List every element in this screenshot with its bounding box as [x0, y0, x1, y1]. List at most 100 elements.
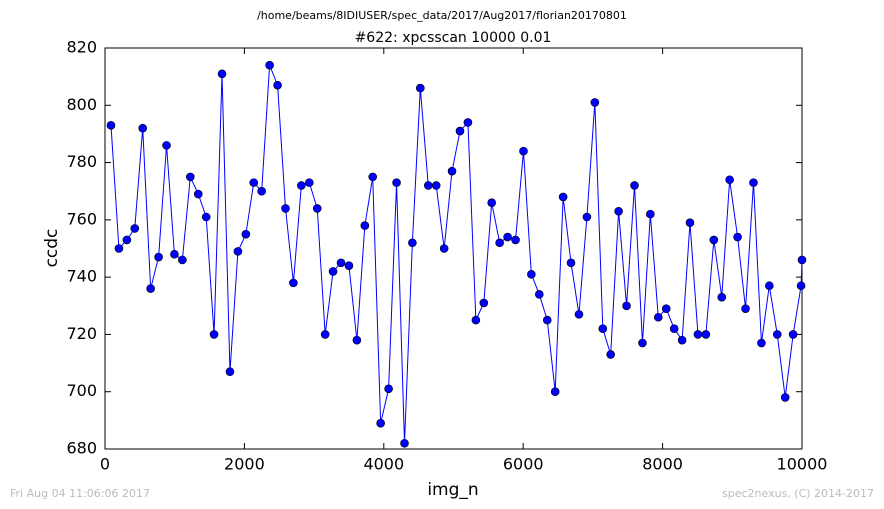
data-point — [772, 330, 782, 339]
data-point — [217, 69, 227, 79]
chart-title: #622: xpcsscan 10000 0.01 — [355, 30, 552, 46]
data-point — [249, 178, 259, 187]
y-tick-label: 720 — [66, 324, 97, 343]
data-point — [574, 310, 584, 319]
data-point — [788, 330, 798, 339]
y-axis-label: ccdc — [42, 229, 62, 268]
data-point — [241, 229, 251, 239]
data-point — [527, 269, 536, 279]
data-point — [193, 189, 203, 199]
data-point — [733, 232, 742, 242]
data-point — [320, 330, 330, 339]
data-point — [463, 118, 473, 127]
x-tick-label: 6000 — [503, 455, 544, 474]
data-point — [630, 181, 639, 190]
data-point — [757, 338, 766, 348]
data-point — [400, 438, 409, 448]
x-axis-label: img_n — [427, 480, 478, 500]
data-point — [146, 284, 155, 293]
data-point — [154, 252, 163, 262]
data-point — [392, 178, 401, 187]
data-point — [201, 212, 211, 222]
data-point — [344, 261, 354, 270]
data-point — [408, 238, 417, 248]
data-point — [233, 247, 243, 256]
data-point — [741, 304, 750, 313]
x-tick-label: 2000 — [224, 455, 265, 474]
data-point — [566, 258, 576, 268]
data-point — [796, 281, 806, 291]
data-point — [797, 255, 807, 265]
data-point — [606, 350, 615, 359]
data-point — [550, 387, 560, 397]
data-point — [495, 238, 504, 248]
data-point — [685, 218, 695, 228]
data-point — [336, 258, 346, 268]
data-point — [186, 172, 195, 182]
data-point — [281, 204, 290, 213]
data-point — [677, 335, 687, 345]
data-point — [312, 204, 322, 213]
data-point — [360, 221, 370, 230]
data-point — [265, 60, 274, 70]
data-point — [519, 146, 528, 156]
x-tick-label: 8000 — [642, 455, 683, 474]
data-point — [431, 181, 441, 190]
data-point — [479, 298, 489, 308]
data-point — [439, 244, 449, 253]
data-point — [106, 121, 116, 130]
x-tick-label: 4000 — [363, 455, 404, 474]
data-point — [542, 315, 552, 325]
data-point — [178, 255, 187, 265]
footer-left: Fri Aug 04 11:06:06 2017 — [10, 487, 150, 500]
y-tick-label: 700 — [66, 381, 97, 400]
data-point — [693, 330, 703, 339]
data-point — [352, 335, 362, 345]
data-point — [614, 206, 623, 216]
data-point — [423, 181, 433, 190]
data-point — [257, 186, 266, 196]
data-point — [653, 312, 663, 322]
data-point — [749, 178, 758, 187]
data-line — [110, 65, 803, 444]
plot-frame — [104, 47, 803, 450]
data-point — [661, 304, 671, 313]
data-point — [471, 315, 481, 325]
data-point — [225, 367, 235, 376]
chart-suptitle: /home/beams/8IDIUSER/spec_data/2017/Aug2… — [257, 9, 627, 22]
data-point — [328, 267, 338, 276]
x-tick-label: 0 — [100, 455, 110, 474]
data-point — [590, 98, 600, 107]
data-point — [170, 249, 179, 259]
data-point — [558, 192, 568, 202]
data-point — [669, 324, 679, 334]
y-tick-label: 800 — [66, 95, 97, 114]
data-point — [209, 330, 219, 339]
data-point — [701, 330, 711, 339]
data-point — [511, 235, 520, 245]
data-point — [725, 175, 734, 185]
data-point — [455, 126, 465, 136]
data-point — [765, 281, 774, 291]
data-point — [130, 224, 140, 233]
x-tick-label: 10000 — [777, 455, 828, 474]
data-point — [709, 235, 719, 245]
data-point — [297, 181, 306, 190]
y-tick-label: 780 — [66, 152, 97, 171]
data-point — [638, 338, 647, 348]
data-point — [503, 232, 512, 242]
data-point — [138, 123, 148, 133]
footer-right: spec2nexus, (C) 2014-2017 — [722, 487, 874, 500]
y-tick-label: 740 — [66, 267, 97, 286]
data-point — [162, 141, 171, 150]
data-point — [304, 178, 314, 187]
y-tick-label: 820 — [66, 38, 97, 57]
data-point — [535, 290, 544, 299]
data-point — [598, 324, 608, 334]
y-tick-label: 680 — [66, 439, 97, 458]
data-point — [487, 198, 496, 207]
data-point — [122, 235, 132, 245]
data-point — [376, 418, 385, 428]
data-point — [114, 244, 124, 253]
